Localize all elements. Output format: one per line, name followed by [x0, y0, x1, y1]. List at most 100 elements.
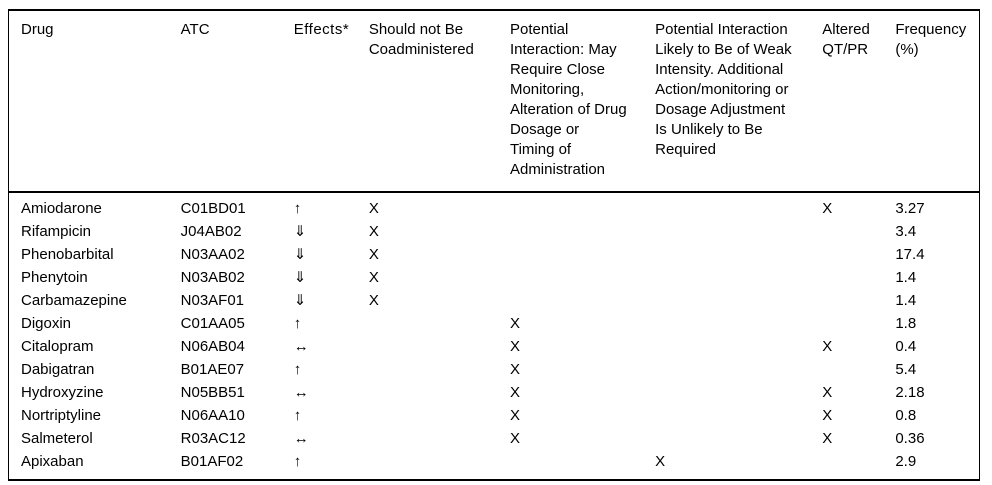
cell-altered_qt_pr	[810, 450, 883, 480]
cell-weak_intensity: X	[655, 453, 666, 470]
cell-altered_qt_pr	[810, 220, 883, 243]
cell-atc: N06AA10	[180, 407, 245, 424]
cell-atc: C01BD01	[180, 200, 246, 217]
column-header-atc: ATC	[168, 10, 282, 193]
cell-close_monitoring: X	[509, 384, 520, 401]
cell-atc: N03AA02	[180, 246, 245, 263]
table-row: Citalopram N06AB04 ↔ X X 0.4	[9, 335, 980, 358]
table-row: Apixaban B01AF02 ↑ X 2.9	[9, 450, 980, 480]
cell-close_monitoring	[498, 220, 643, 243]
cell-close_monitoring	[498, 266, 643, 289]
cell-atc: J04AB02	[180, 223, 242, 240]
cell-weak_intensity	[643, 266, 810, 289]
cell-frequency: 0.8	[895, 407, 917, 424]
cell-drug: Nortriptyline	[21, 407, 102, 424]
cell-drug: Digoxin	[21, 315, 72, 332]
cell-weak_intensity	[643, 220, 810, 243]
cell-altered_qt_pr	[810, 266, 883, 289]
cell-no_coadminister: X	[368, 223, 379, 240]
cell-atc: B01AE07	[180, 361, 245, 378]
cell-frequency: 5.4	[895, 361, 917, 378]
cell-no_coadminister: X	[368, 269, 379, 286]
cell-altered_qt_pr: X	[822, 407, 833, 424]
cell-drug: Dabigatran	[21, 361, 95, 378]
cell-altered_qt_pr: X	[822, 200, 833, 217]
column-header-close-monitoring: Potential Interaction: May Require Close…	[497, 10, 644, 193]
column-header-altered-qt-pr: Altered QT/PR	[810, 10, 884, 193]
cell-no_coadminister	[357, 358, 498, 381]
cell-drug: Hydroxyzine	[21, 384, 104, 401]
cell-frequency: 17.4	[895, 246, 925, 263]
cell-effects: ↔	[293, 384, 310, 401]
header-row: Drug ATC Effects* Should not Be Coadmini…	[8, 10, 980, 193]
cell-atc: B01AF02	[180, 453, 244, 470]
cell-close_monitoring	[498, 243, 643, 266]
cell-close_monitoring	[498, 192, 643, 220]
table-row: Digoxin C01AA05 ↑ X 1.8	[9, 312, 980, 335]
cell-atc: N03AB02	[180, 269, 245, 286]
column-header-frequency: Frequency (%)	[883, 10, 980, 193]
cell-no_coadminister	[357, 335, 498, 358]
cell-altered_qt_pr: X	[822, 384, 833, 401]
column-header-drug: Drug	[8, 10, 169, 193]
cell-frequency: 1.4	[895, 292, 917, 309]
cell-frequency: 2.9	[895, 453, 917, 470]
cell-frequency: 1.4	[895, 269, 917, 286]
cell-close_monitoring: X	[509, 430, 520, 447]
table-body: Amiodarone C01BD01 ↑ X X 3.27 Rifampicin J04AB0…	[9, 192, 980, 480]
cell-weak_intensity	[643, 335, 810, 358]
cell-altered_qt_pr	[810, 289, 883, 312]
table-row: Dabigatran B01AE07 ↑ X 5.4	[9, 358, 980, 381]
table-row: Hydroxyzine N05BB51 ↔ X X 2.18	[9, 381, 980, 404]
column-header-no-coadminister: Should not Be Coadministered	[356, 10, 498, 193]
cell-effects: ↑	[293, 200, 302, 217]
cell-drug: Citalopram	[21, 338, 94, 355]
table-row: Amiodarone C01BD01 ↑ X X 3.27	[9, 192, 980, 220]
table-row: Phenytoin N03AB02 ⇓ X 1.4	[9, 266, 980, 289]
cell-weak_intensity	[643, 404, 810, 427]
cell-altered_qt_pr	[810, 312, 883, 335]
cell-effects: ↔	[293, 338, 310, 355]
cell-drug: Salmeterol	[21, 430, 93, 447]
cell-effects: ↑	[293, 361, 302, 378]
cell-no_coadminister	[357, 450, 498, 480]
cell-effects: ↑	[293, 315, 302, 332]
cell-drug: Rifampicin	[21, 223, 92, 240]
cell-atc: N03AF01	[180, 292, 245, 309]
cell-frequency: 0.4	[895, 338, 917, 355]
table-row: Nortriptyline N06AA10 ↑ X X 0.8	[9, 404, 980, 427]
cell-drug: Phenytoin	[21, 269, 88, 286]
cell-atc: N06AB04	[180, 338, 245, 355]
table-row: Carbamazepine N03AF01 ⇓ X 1.4	[9, 289, 980, 312]
cell-altered_qt_pr: X	[822, 430, 833, 447]
cell-no_coadminister: X	[368, 292, 379, 309]
cell-no_coadminister: X	[368, 246, 379, 263]
cell-atc: C01AA05	[180, 315, 245, 332]
cell-close_monitoring: X	[509, 407, 520, 424]
cell-weak_intensity	[643, 358, 810, 381]
cell-no_coadminister	[357, 312, 498, 335]
column-header-effects: Effects*	[281, 10, 357, 193]
cell-weak_intensity	[643, 427, 810, 450]
cell-weak_intensity	[643, 192, 810, 220]
cell-drug: Apixaban	[21, 453, 84, 470]
drug-interaction-table: Drug ATC Effects* Should not Be Coadmini…	[8, 9, 980, 481]
cell-effects: ⇓	[293, 269, 307, 286]
cell-frequency: 2.18	[895, 384, 925, 401]
cell-altered_qt_pr: X	[822, 338, 833, 355]
column-header-weak-intensity: Potential Interaction Likely to Be of We…	[643, 10, 811, 193]
cell-weak_intensity	[643, 312, 810, 335]
cell-atc: N05BB51	[180, 384, 245, 401]
cell-close_monitoring: X	[509, 361, 520, 378]
cell-effects: ⇓	[293, 292, 307, 309]
cell-effects: ⇓	[293, 246, 307, 263]
cell-drug: Carbamazepine	[21, 292, 127, 309]
table-header: Drug ATC Effects* Should not Be Coadmini…	[8, 10, 980, 193]
cell-drug: Amiodarone	[21, 200, 102, 217]
cell-frequency: 1.8	[895, 315, 917, 332]
cell-drug: Phenobarbital	[21, 246, 114, 263]
cell-no_coadminister	[357, 381, 498, 404]
table-row: Phenobarbital N03AA02 ⇓ X 17.4	[9, 243, 980, 266]
cell-effects: ↔	[293, 430, 310, 447]
cell-no_coadminister	[357, 404, 498, 427]
